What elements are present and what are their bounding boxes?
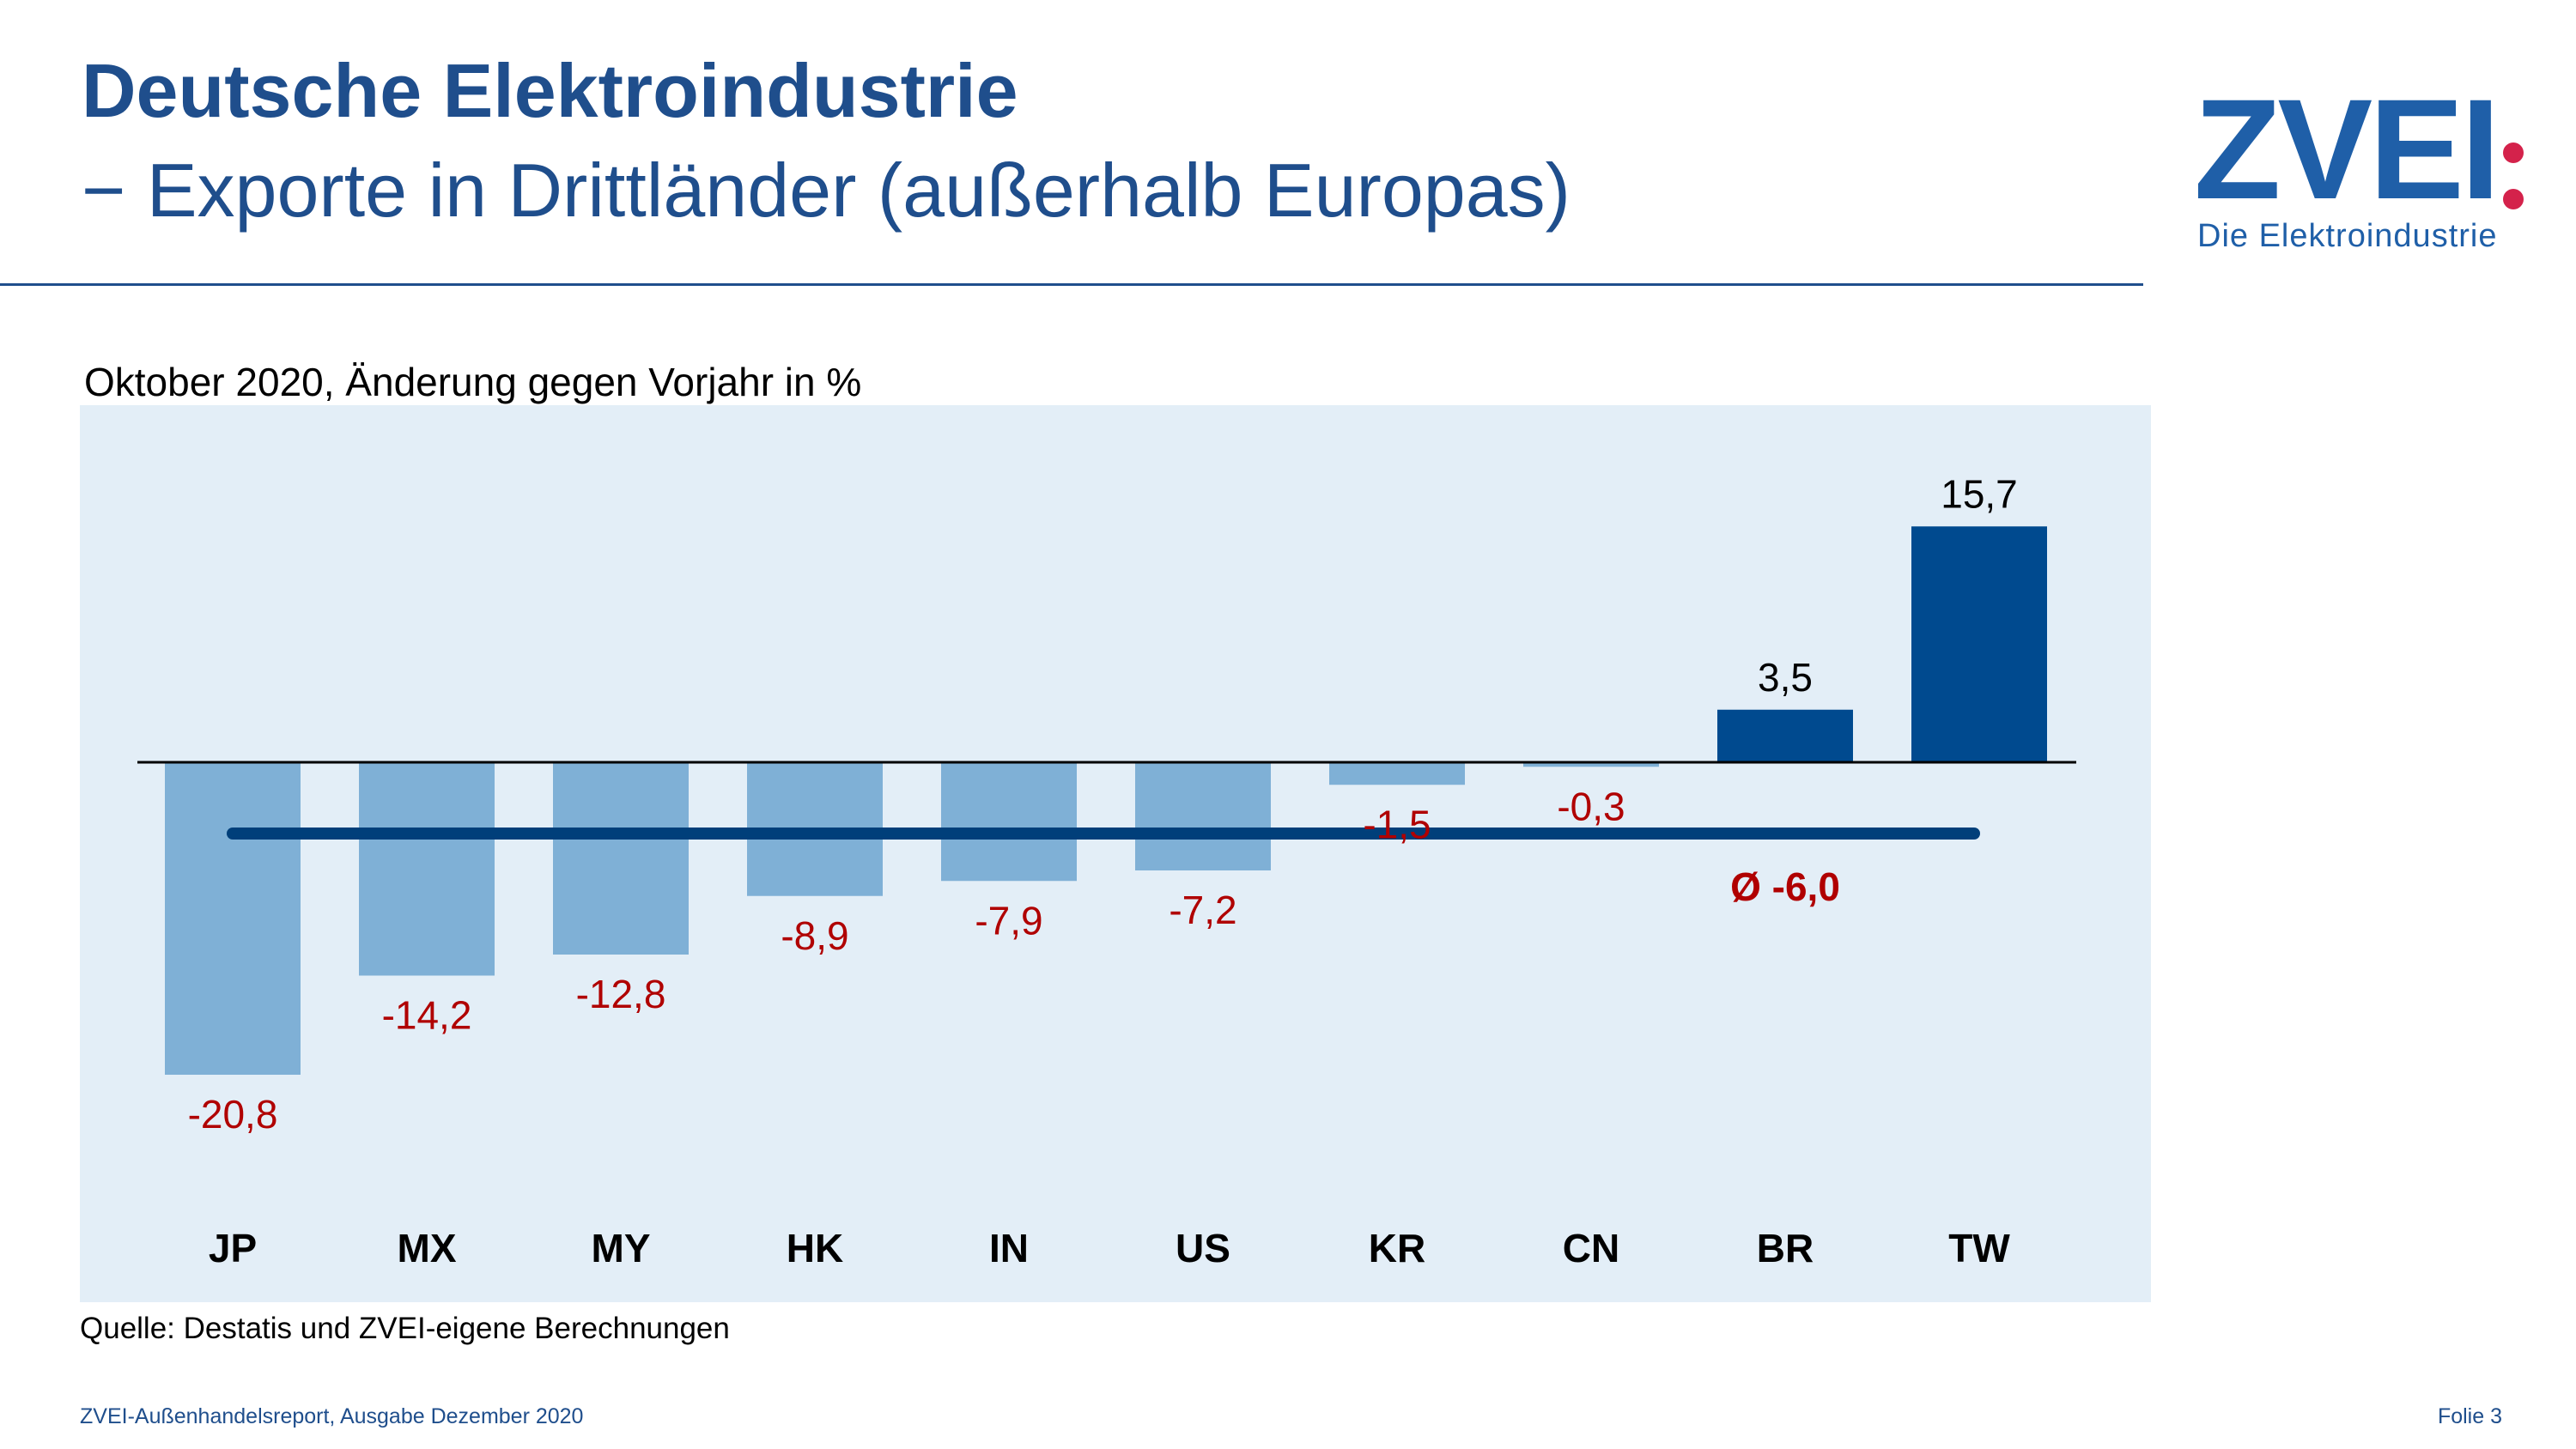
bar-jp (165, 762, 301, 1075)
value-label-kr: -1,5 (1363, 802, 1431, 846)
category-label-jp: JP (209, 1226, 257, 1270)
value-label-group: -20,8 -14,2 -12,8 -8,9 -7,9 -7,2 -1,5 -0,3 3,5 15… (188, 471, 2018, 1137)
logo-wordmark: ZVEI (2194, 70, 2500, 229)
value-label-cn: -0,3 (1557, 784, 1625, 828)
value-label-tw: 15,7 (1941, 471, 2018, 516)
bar-in (941, 762, 1077, 882)
logo-dot-bottom (2503, 189, 2524, 209)
value-label-hk: -8,9 (781, 913, 848, 958)
footer-report-name: ZVEI-Außenhandelsreport, Ausgabe Dezembe… (80, 1404, 584, 1428)
bar-br (1717, 709, 1853, 762)
category-label-kr: KR (1369, 1226, 1425, 1270)
category-label-my: MY (592, 1226, 651, 1270)
page-title: Deutsche Elektroindustrie (82, 48, 1018, 133)
category-label-in: IN (989, 1226, 1029, 1270)
value-label-in: -7,9 (975, 898, 1042, 943)
category-label-tw: TW (1948, 1226, 2010, 1270)
bar-kr (1329, 762, 1465, 785)
logo-dot-top (2503, 142, 2524, 163)
average-label: Ø -6,0 (1730, 864, 1840, 909)
bar-cn (1523, 762, 1659, 767)
logo-colon-dots (2503, 124, 2529, 227)
bar-my (553, 762, 689, 955)
logo-tagline: Die Elektroindustrie (2197, 218, 2498, 254)
value-label-mx: -14,2 (382, 993, 472, 1038)
header-divider (0, 283, 2143, 286)
chart-caption: Oktober 2020, Änderung gegen Vorjahr in … (84, 360, 862, 404)
value-label-br: 3,5 (1758, 655, 1813, 700)
value-label-jp: -20,8 (188, 1092, 278, 1137)
category-label-us: US (1176, 1226, 1230, 1270)
bar-chart: -20,8 -14,2 -12,8 -8,9 -7,9 -7,2 -1,5 -0,3 3,5 15… (80, 405, 2151, 1302)
category-label-cn: CN (1563, 1226, 1619, 1270)
category-label-hk: HK (787, 1226, 843, 1270)
value-label-us: -7,2 (1169, 888, 1236, 932)
footer-slide-number: Folie 3 (2437, 1404, 2502, 1428)
category-label-mx: MX (398, 1226, 457, 1270)
page-subtitle: − Exporte in Drittländer (außerhalb Euro… (82, 148, 1571, 233)
zvei-logo: ZVEI Die Elektroindustrie (2194, 79, 2537, 259)
bar-us (1135, 762, 1271, 870)
category-label-group: JP MX MY HK IN US KR CN BR TW (209, 1226, 2010, 1270)
category-label-br: BR (1757, 1226, 1814, 1270)
bar-tw (1911, 526, 2047, 762)
source-note: Quelle: Destatis und ZVEI-eigene Berechn… (80, 1312, 730, 1345)
bar-mx (359, 762, 495, 976)
value-label-my: -12,8 (576, 972, 666, 1016)
